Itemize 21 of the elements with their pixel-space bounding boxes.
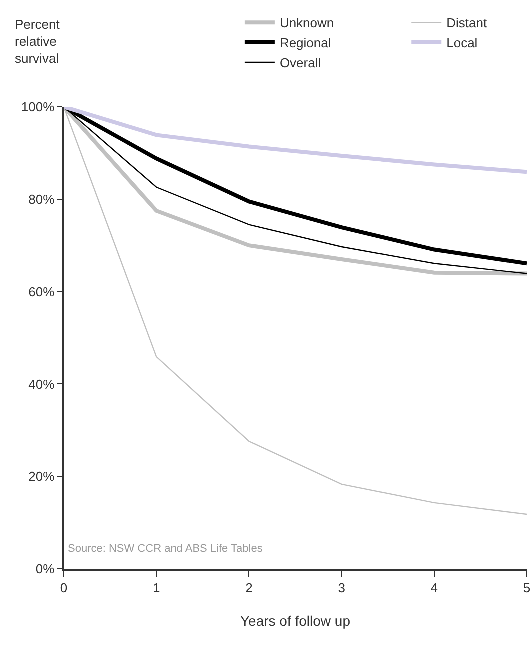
legend-label: Regional [280, 36, 332, 51]
x-tick-label: 2 [246, 580, 253, 596]
y-axis-title: Percent relative survival [15, 17, 60, 66]
x-tick-label: 5 [523, 580, 531, 596]
x-tick-label: 0 [60, 580, 68, 596]
legend-label: Distant [446, 16, 488, 31]
y-tick-label: 80% [28, 192, 56, 207]
legend-label: Unknown [280, 16, 334, 31]
line-series [64, 107, 527, 174]
y-tick-label: 60% [28, 284, 56, 300]
x-axis-title: Years of follow up [240, 613, 351, 630]
y-tick-label: 100% [21, 100, 56, 115]
y-tick-label: 20% [28, 469, 56, 484]
legend-label: Local [446, 36, 478, 51]
y-tick-label: 0% [36, 562, 56, 577]
y-tick-label: 40% [28, 376, 56, 392]
x-tick-label: 3 [338, 580, 346, 596]
annotation: Source: NSW CCR and ABS Life Tables [68, 543, 264, 555]
x-tick-label: 1 [152, 580, 160, 596]
legend-label: Overall [280, 55, 322, 70]
x-tick-label: 4 [430, 580, 438, 596]
